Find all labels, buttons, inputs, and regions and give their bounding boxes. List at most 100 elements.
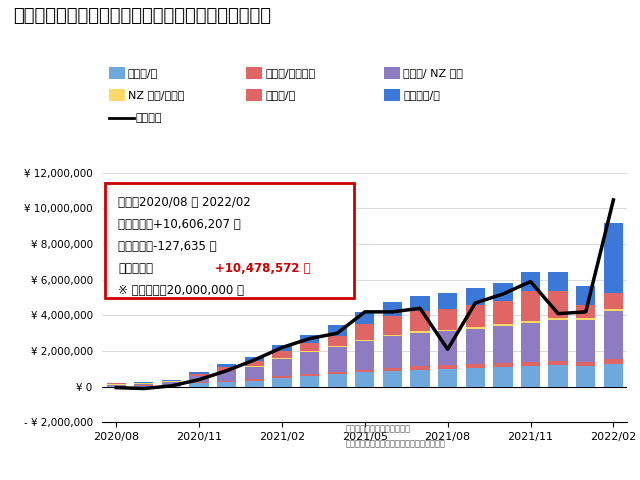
Bar (493, 283, 513, 301)
Bar (548, 320, 568, 361)
Text: 合計損益：ポジションを全決済した時の損益: 合計損益：ポジションを全決済した時の損益 (346, 439, 445, 448)
Bar (244, 379, 264, 381)
Bar (189, 372, 209, 374)
Bar (576, 362, 595, 366)
Bar (300, 352, 319, 374)
Bar (521, 291, 540, 321)
Bar (493, 301, 513, 324)
Text: 実現損益：決済益＋スワップ: 実現損益：決済益＋スワップ (346, 425, 411, 434)
Bar (244, 366, 264, 367)
Bar (521, 321, 540, 323)
Bar (521, 323, 540, 362)
Text: 加ドル/円: 加ドル/円 (266, 90, 296, 99)
Bar (272, 351, 292, 358)
Bar (383, 371, 402, 387)
Bar (355, 340, 374, 341)
Bar (438, 369, 458, 387)
Bar (383, 316, 402, 336)
Bar (548, 291, 568, 318)
Bar (576, 320, 595, 362)
Bar (576, 286, 595, 305)
Bar (410, 370, 429, 387)
Bar (355, 370, 374, 372)
Bar (328, 325, 347, 336)
Bar (189, 374, 209, 375)
Text: 豪ドル/ NZ ドル: 豪ドル/ NZ ドル (403, 68, 463, 78)
Bar (272, 378, 292, 387)
Bar (438, 293, 458, 309)
Bar (300, 343, 319, 351)
Text: ナロー戦略の実現損益と合計損益の推移（トラリピ）: ナロー戦略の実現損益と合計損益の推移（トラリピ） (13, 7, 271, 25)
Bar (134, 383, 154, 384)
Bar (300, 374, 319, 376)
Bar (244, 381, 264, 387)
Bar (300, 376, 319, 387)
Text: ユーロ/英ポンド: ユーロ/英ポンド (266, 68, 316, 78)
Bar (355, 324, 374, 340)
Bar (604, 293, 623, 309)
Bar (466, 329, 485, 364)
Bar (576, 318, 595, 320)
Bar (410, 331, 429, 333)
Bar (604, 311, 623, 359)
Bar (189, 376, 209, 383)
Bar (355, 341, 374, 370)
Bar (438, 332, 458, 365)
Bar (576, 305, 595, 318)
Bar (521, 366, 540, 387)
Bar (300, 335, 319, 343)
Bar (466, 364, 485, 368)
Text: 米ドル/円: 米ドル/円 (128, 68, 158, 78)
Text: 実現損益：+10,606,207 円: 実現損益：+10,606,207 円 (118, 218, 241, 231)
Bar (493, 324, 513, 326)
Bar (328, 374, 347, 387)
Bar (604, 363, 623, 387)
Bar (604, 309, 623, 311)
Bar (134, 384, 154, 385)
Bar (244, 367, 264, 379)
Bar (438, 330, 458, 332)
FancyBboxPatch shape (105, 183, 355, 298)
Bar (328, 347, 347, 372)
Bar (521, 272, 540, 291)
Bar (548, 318, 568, 320)
Bar (106, 384, 126, 385)
Bar (438, 365, 458, 369)
Bar (217, 371, 236, 381)
Bar (106, 385, 126, 386)
Bar (328, 372, 347, 374)
Bar (383, 368, 402, 371)
Text: 期間：2020/08 〜 2022/02: 期間：2020/08 〜 2022/02 (118, 196, 251, 209)
Bar (466, 305, 485, 327)
Bar (162, 385, 181, 387)
Bar (217, 381, 236, 382)
Text: 英ポンド/円: 英ポンド/円 (403, 90, 440, 99)
Bar (244, 361, 264, 366)
Bar (410, 311, 429, 331)
Text: NZ ドル/米ドル: NZ ドル/米ドル (128, 90, 184, 99)
Bar (272, 376, 292, 378)
Bar (548, 272, 568, 291)
Text: 合計損益：: 合計損益： (118, 262, 153, 275)
Bar (355, 312, 374, 324)
Bar (300, 351, 319, 352)
Bar (244, 357, 264, 361)
Bar (548, 361, 568, 365)
Bar (438, 309, 458, 330)
Bar (383, 301, 402, 316)
Text: 評価損益：-127,635 円: 評価損益：-127,635 円 (118, 240, 217, 253)
Bar (604, 359, 623, 363)
Bar (604, 223, 623, 293)
Text: ※ 投資元本：20,000,000 円: ※ 投資元本：20,000,000 円 (118, 284, 244, 297)
Bar (493, 326, 513, 363)
Bar (328, 336, 347, 347)
Bar (410, 333, 429, 366)
Bar (189, 383, 209, 387)
Bar (466, 368, 485, 387)
Bar (383, 336, 402, 368)
Bar (272, 345, 292, 351)
Text: +10,478,572 円: +10,478,572 円 (215, 262, 311, 275)
Bar (521, 362, 540, 366)
Bar (106, 386, 126, 387)
Bar (493, 367, 513, 387)
